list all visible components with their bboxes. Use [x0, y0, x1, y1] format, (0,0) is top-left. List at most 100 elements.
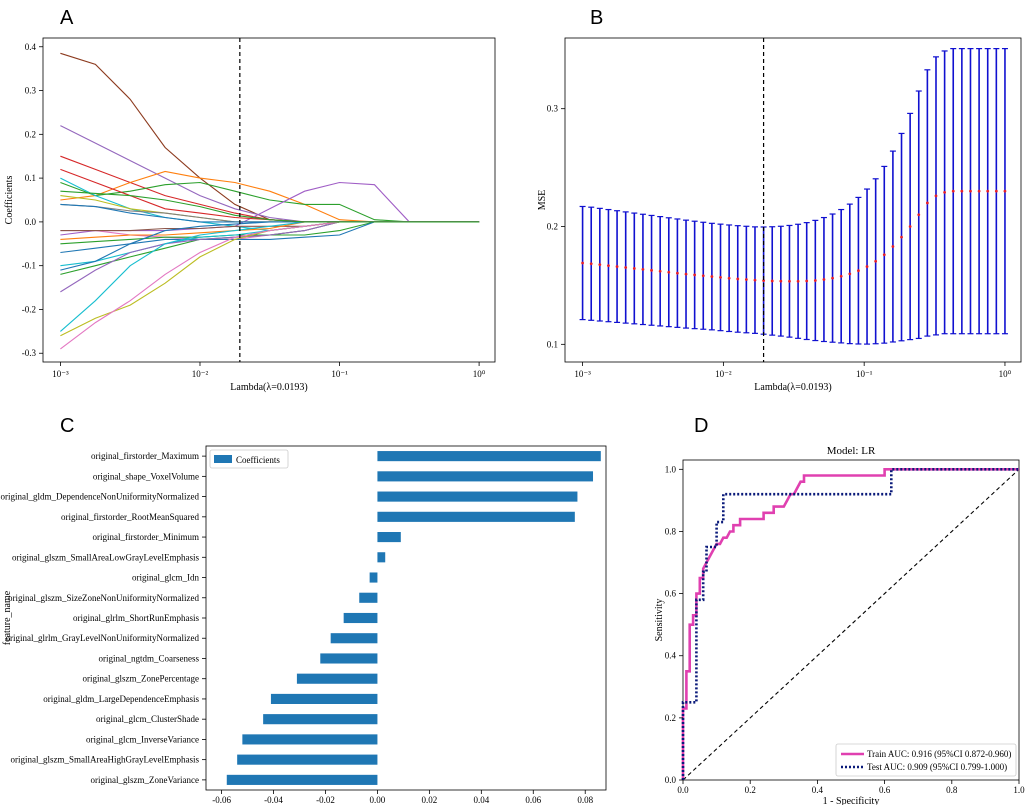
legend-box	[209, 449, 289, 469]
roc-legend-box	[835, 743, 1017, 777]
panel-d-legend: Train AUC: 0.916 (95%CI 0.872-0.960) Tes…	[835, 743, 1017, 777]
panel-b-axes: 10⁻³ 10⁻² 10⁻¹ 10⁰ 0.1 0.2 0.3	[547, 104, 1012, 379]
panel-letter-a: A	[60, 7, 74, 29]
panel-c-bar	[296, 673, 378, 684]
panel-b-mean-point	[865, 265, 869, 268]
panel-b-mean-point	[925, 201, 929, 205]
panel-a-ylabel: Coefficients	[4, 176, 15, 225]
legend-swatch	[214, 455, 232, 463]
panel-b-mean-point	[839, 274, 843, 278]
panel-d-xtick-label: 1.0	[1013, 785, 1025, 795]
panel-b-mean-point	[650, 268, 653, 272]
panel-a-coef-path-4	[60, 181, 480, 223]
train-legend-label: Train AUC: 0.916 (95%CI 0.872-0.960)	[867, 749, 1011, 759]
panel-a-xtick-label: 10⁻²	[192, 369, 209, 379]
panel-b-xtick-label: 10⁻³	[574, 369, 591, 379]
panel-a-axes: 10⁻³ 10⁻² 10⁻¹ 10⁰ -0.3 -0.2 -0.1 0.0 0.1 0.2 0.3 0…	[22, 42, 486, 379]
panel-c-bar	[320, 653, 378, 664]
panel-b-mean-point	[762, 279, 766, 282]
panel-b-mean-point	[857, 269, 860, 273]
panel-a-coef-path-23	[60, 190, 480, 223]
panel-a-series	[60, 52, 480, 350]
panel-c-bar	[377, 532, 401, 543]
panel-c-bar	[263, 714, 378, 725]
panel-b-mean-point	[710, 275, 714, 278]
panel-c-feature-label: original_glszm_ZoneVariance	[91, 775, 199, 785]
panel-b-mean-point	[788, 279, 791, 283]
panel-letter-d: D	[694, 415, 708, 437]
panel-c-bar	[226, 774, 378, 785]
panel-d-xtick-label: 0.0	[677, 785, 689, 795]
panel-b-mean-point	[658, 269, 662, 273]
panel-b-mean-point	[779, 279, 783, 283]
panel-c-bar	[377, 511, 575, 522]
panel-a-ytick-label: -0.2	[22, 304, 36, 314]
panel-b-mean-point	[598, 263, 602, 267]
legend-label: Coefficients	[236, 455, 280, 465]
panel-d-ytick-label: 1.0	[665, 464, 677, 474]
panel-d-ytick-label: 0.6	[665, 589, 677, 599]
panel-c-feature-label: original_glszm_SmallAreaLowGrayLevelEmph…	[12, 552, 199, 562]
panel-d-title: Model: LR	[827, 445, 876, 457]
panel-c-feature-label: original_glcm_Idn	[132, 573, 199, 583]
panel-b-cv-mse: 10⁻³ 10⁻² 10⁻¹ 10⁰ 0.1 0.2 0.3 Lambda(λ=0.0193…	[537, 37, 1022, 393]
panel-a-ytick-label: 0.3	[25, 86, 37, 96]
panel-a-ytick-label: 0.1	[25, 173, 36, 183]
panel-b-mean-point	[589, 262, 593, 266]
panel-a-xtick-label: 10⁰	[473, 369, 486, 379]
panel-b-mean-point	[874, 259, 878, 263]
panel-b-mean-point	[805, 279, 809, 283]
panel-b-mean-point	[684, 272, 688, 276]
panel-c-feature-label: original_glszm_ZonePercentage	[83, 674, 199, 684]
panel-a-ytick-label: -0.3	[22, 348, 37, 358]
panel-b-mean-point	[822, 278, 826, 281]
panel-b-mean-point	[693, 273, 697, 277]
panel-d-diagonal	[682, 468, 1020, 781]
panel-letter-c: C	[60, 415, 74, 437]
panel-a-xtick-label: 10⁻³	[52, 369, 69, 379]
panel-a-xlabel: Lambda(λ=0.0193)	[230, 382, 307, 393]
panel-c-feature-label: original_glszm_SmallAreaHighGrayLevelEmp…	[11, 755, 200, 765]
panel-c-feature-label: original_gldm_LargeDependenceEmphasis	[43, 694, 199, 704]
panel-c-feature-label: original_glszm_SizeZoneNonUniformityNorm…	[8, 593, 199, 603]
panel-b-mean-point	[581, 261, 584, 265]
panel-c-bar	[242, 734, 378, 745]
panel-d-series	[681, 467, 1019, 780]
panel-d-xtick-label: 0.8	[946, 785, 958, 795]
panel-d-axes: 0.0 0.2 0.4 0.6 0.8 1.0 0.0 0.2 0.4 0.6 0.8 1.0	[665, 464, 1025, 795]
panel-c-bar	[270, 693, 378, 704]
panel-c-xtick-label: 0.02	[422, 795, 438, 805]
panel-b-ytick-label: 0.3	[547, 104, 559, 114]
panel-c-bar	[377, 491, 578, 502]
panel-b-mean-point	[934, 194, 938, 198]
panel-d-ytick-label: 0.4	[665, 651, 677, 661]
panel-b-mean-point	[624, 266, 628, 269]
panel-b-errorbars	[579, 48, 1008, 345]
panel-a-ytick-label: 0.0	[25, 217, 37, 227]
panel-b-mean-point	[632, 267, 636, 270]
panel-b-xtick-label: 10⁻¹	[856, 369, 873, 379]
panel-c-ylabel: feature_name	[2, 590, 13, 645]
panel-b-xlabel: Lambda(λ=0.0193)	[754, 382, 831, 393]
panel-b-ylabel: MSE	[537, 190, 548, 211]
panel-b-mean-point	[607, 264, 610, 268]
panel-b-mean-point	[744, 278, 748, 281]
panel-d-frame	[682, 459, 1020, 781]
panel-c-bar	[377, 451, 601, 462]
panel-c-bar	[377, 471, 594, 482]
panel-b-mean-point	[667, 270, 671, 274]
panel-b-mean-point	[951, 189, 955, 193]
panel-b-mean-point	[943, 190, 947, 194]
panel-c-xtick-label: 0.00	[370, 795, 386, 805]
panel-c-xtick-label: -0.02	[316, 795, 335, 805]
panel-c-feature-label: original_glcm_InverseVariance	[86, 734, 199, 744]
panel-c-feature-label: original_firstorder_Maximum	[91, 451, 199, 461]
panel-b-mean-point	[848, 272, 852, 276]
panel-d-xlabel: 1 - Specificity	[823, 796, 880, 805]
panel-b-mean-point	[994, 189, 998, 193]
panel-c-coefficients: original_firstorder_Maximum original_shap…	[1, 445, 607, 805]
panel-b-mean-point	[891, 245, 895, 248]
panel-c-feature-label: original_glrlm_GrayLevelNonUniformityNor…	[6, 633, 200, 643]
test-legend-label: Test AUC: 0.909 (95%CI 0.799-1.000)	[867, 762, 1007, 772]
